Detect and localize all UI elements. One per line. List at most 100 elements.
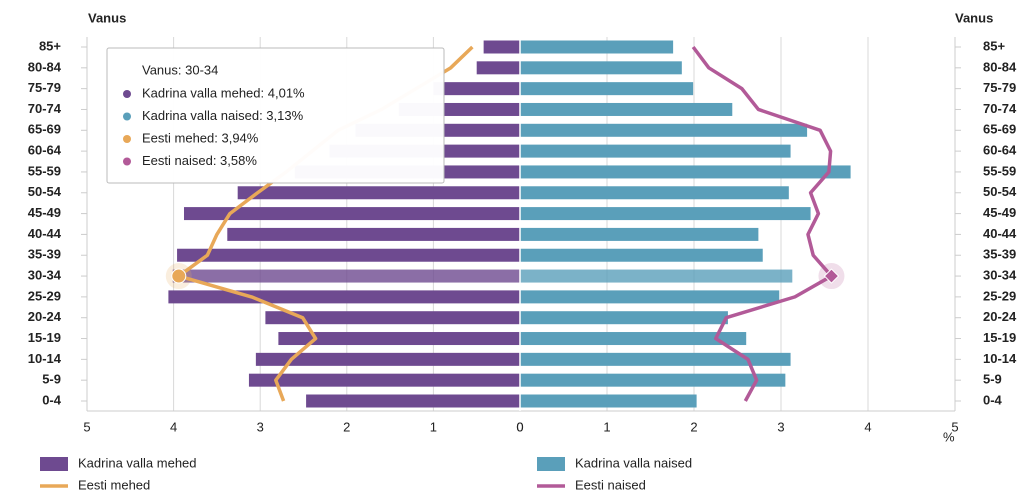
y-tick-label: 5-9 [983, 372, 1002, 387]
tooltip-item: Eesti naised: 3,58% [142, 153, 257, 168]
y-tick-label: 45-49 [983, 205, 1016, 220]
bar [520, 227, 759, 241]
y-axis-title-right: Vanus [955, 10, 993, 25]
bar [520, 332, 747, 346]
y-tick-label: 30-34 [983, 267, 1017, 282]
bar [520, 207, 811, 221]
bar [177, 248, 520, 262]
x-tick-label: 2 [690, 419, 697, 434]
bar [265, 311, 520, 325]
x-tick-label: 3 [257, 419, 264, 434]
x-tick-label: 4 [170, 419, 177, 434]
bar [520, 123, 808, 137]
bar [520, 248, 763, 262]
y-tick-label: 0-4 [983, 392, 1003, 407]
x-tick-label: 4 [864, 419, 871, 434]
y-tick-label: 70-74 [983, 101, 1017, 116]
bar [248, 373, 520, 387]
marker [823, 268, 840, 284]
bar [520, 144, 791, 158]
bar [483, 40, 520, 54]
bar [433, 82, 520, 96]
bar [520, 40, 674, 54]
y-tick-label: 85+ [39, 38, 61, 53]
tooltip-item: Kadrina valla mehed: 4,01% [142, 85, 305, 100]
y-tick-label: 45-49 [28, 205, 61, 220]
bar [520, 290, 780, 304]
y-tick-label: 20-24 [28, 309, 62, 324]
y-tick-label: 65-69 [28, 122, 61, 137]
y-tick-label: 75-79 [28, 80, 61, 95]
y-tick-label: 50-54 [28, 184, 62, 199]
bar [183, 207, 520, 221]
bar [520, 269, 793, 283]
x-tick-label: 1 [430, 419, 437, 434]
y-tick-label: 35-39 [28, 247, 61, 262]
y-tick-label: 40-44 [28, 226, 62, 241]
line-series [691, 45, 834, 402]
y-tick-label: 80-84 [28, 59, 62, 74]
bar [278, 332, 520, 346]
bar [168, 290, 521, 304]
x-tick-label: 1 [603, 419, 610, 434]
marker [171, 268, 187, 284]
y-tick-label: 85+ [983, 38, 1005, 53]
y-tick-label: 20-24 [983, 309, 1017, 324]
tooltip: Vanus: 30-34 Kadrina valla mehed: 4,01% Ka… [106, 47, 445, 184]
x-tick-label: 3 [777, 419, 784, 434]
y-tick-label: 75-79 [983, 80, 1016, 95]
y-tick-label: 60-64 [28, 143, 62, 158]
bar [520, 102, 733, 116]
legend-label: Kadrina valla mehed [78, 455, 197, 470]
y-tick-label: 55-59 [983, 163, 1016, 178]
y-tick-label: 5-9 [42, 372, 61, 387]
x-tick-label: 5 [951, 419, 958, 434]
tooltip-item: Kadrina valla naised: 3,13% [142, 108, 304, 123]
bar [520, 394, 697, 408]
legend-label: Kadrina valla naised [575, 455, 692, 470]
bar [255, 352, 520, 366]
y-axis-title-left: Vanus [88, 10, 126, 25]
bar [520, 373, 786, 387]
y-tick-label: 0-4 [42, 392, 62, 407]
legend-label: Eesti mehed [78, 477, 150, 492]
bar [237, 186, 520, 200]
y-tick-label: 15-19 [28, 330, 61, 345]
y-tick-label: 35-39 [983, 247, 1016, 262]
x-tick-label: 5 [83, 419, 90, 434]
y-tick-label: 15-19 [983, 330, 1016, 345]
bar [520, 61, 682, 75]
tooltip-dot [123, 90, 131, 98]
y-tick-label: 25-29 [28, 288, 61, 303]
bar [520, 352, 791, 366]
y-tick-label: 60-64 [983, 143, 1017, 158]
bar [172, 269, 520, 283]
bar [520, 82, 694, 96]
bar [520, 165, 851, 179]
y-tick-label: 65-69 [983, 122, 1016, 137]
tooltip-dot [123, 157, 131, 166]
bar [520, 311, 728, 325]
x-tick-label: 2 [343, 419, 350, 434]
x-tick-label: 0 [516, 419, 523, 434]
bar [520, 186, 789, 200]
y-tick-label: 55-59 [28, 163, 61, 178]
y-tick-label: 25-29 [983, 288, 1016, 303]
legend-label: Eesti naised [575, 477, 646, 492]
legend-swatch [537, 457, 565, 471]
tooltip-dot [123, 112, 131, 121]
tooltip-box [106, 47, 445, 184]
x-axis-title: % [943, 429, 955, 444]
y-tick-label: 70-74 [28, 101, 62, 116]
tooltip-dot [123, 135, 131, 143]
bar [227, 227, 521, 241]
y-tick-label: 40-44 [983, 226, 1017, 241]
tooltip-title: Vanus: 30-34 [142, 62, 218, 77]
y-tick-label: 30-34 [28, 267, 62, 282]
y-tick-label: 50-54 [983, 184, 1017, 199]
y-tick-label: 10-14 [983, 351, 1017, 366]
y-tick-label: 10-14 [28, 351, 62, 366]
bar [306, 394, 520, 408]
tooltip-item: Eesti mehed: 3,94% [142, 130, 259, 145]
